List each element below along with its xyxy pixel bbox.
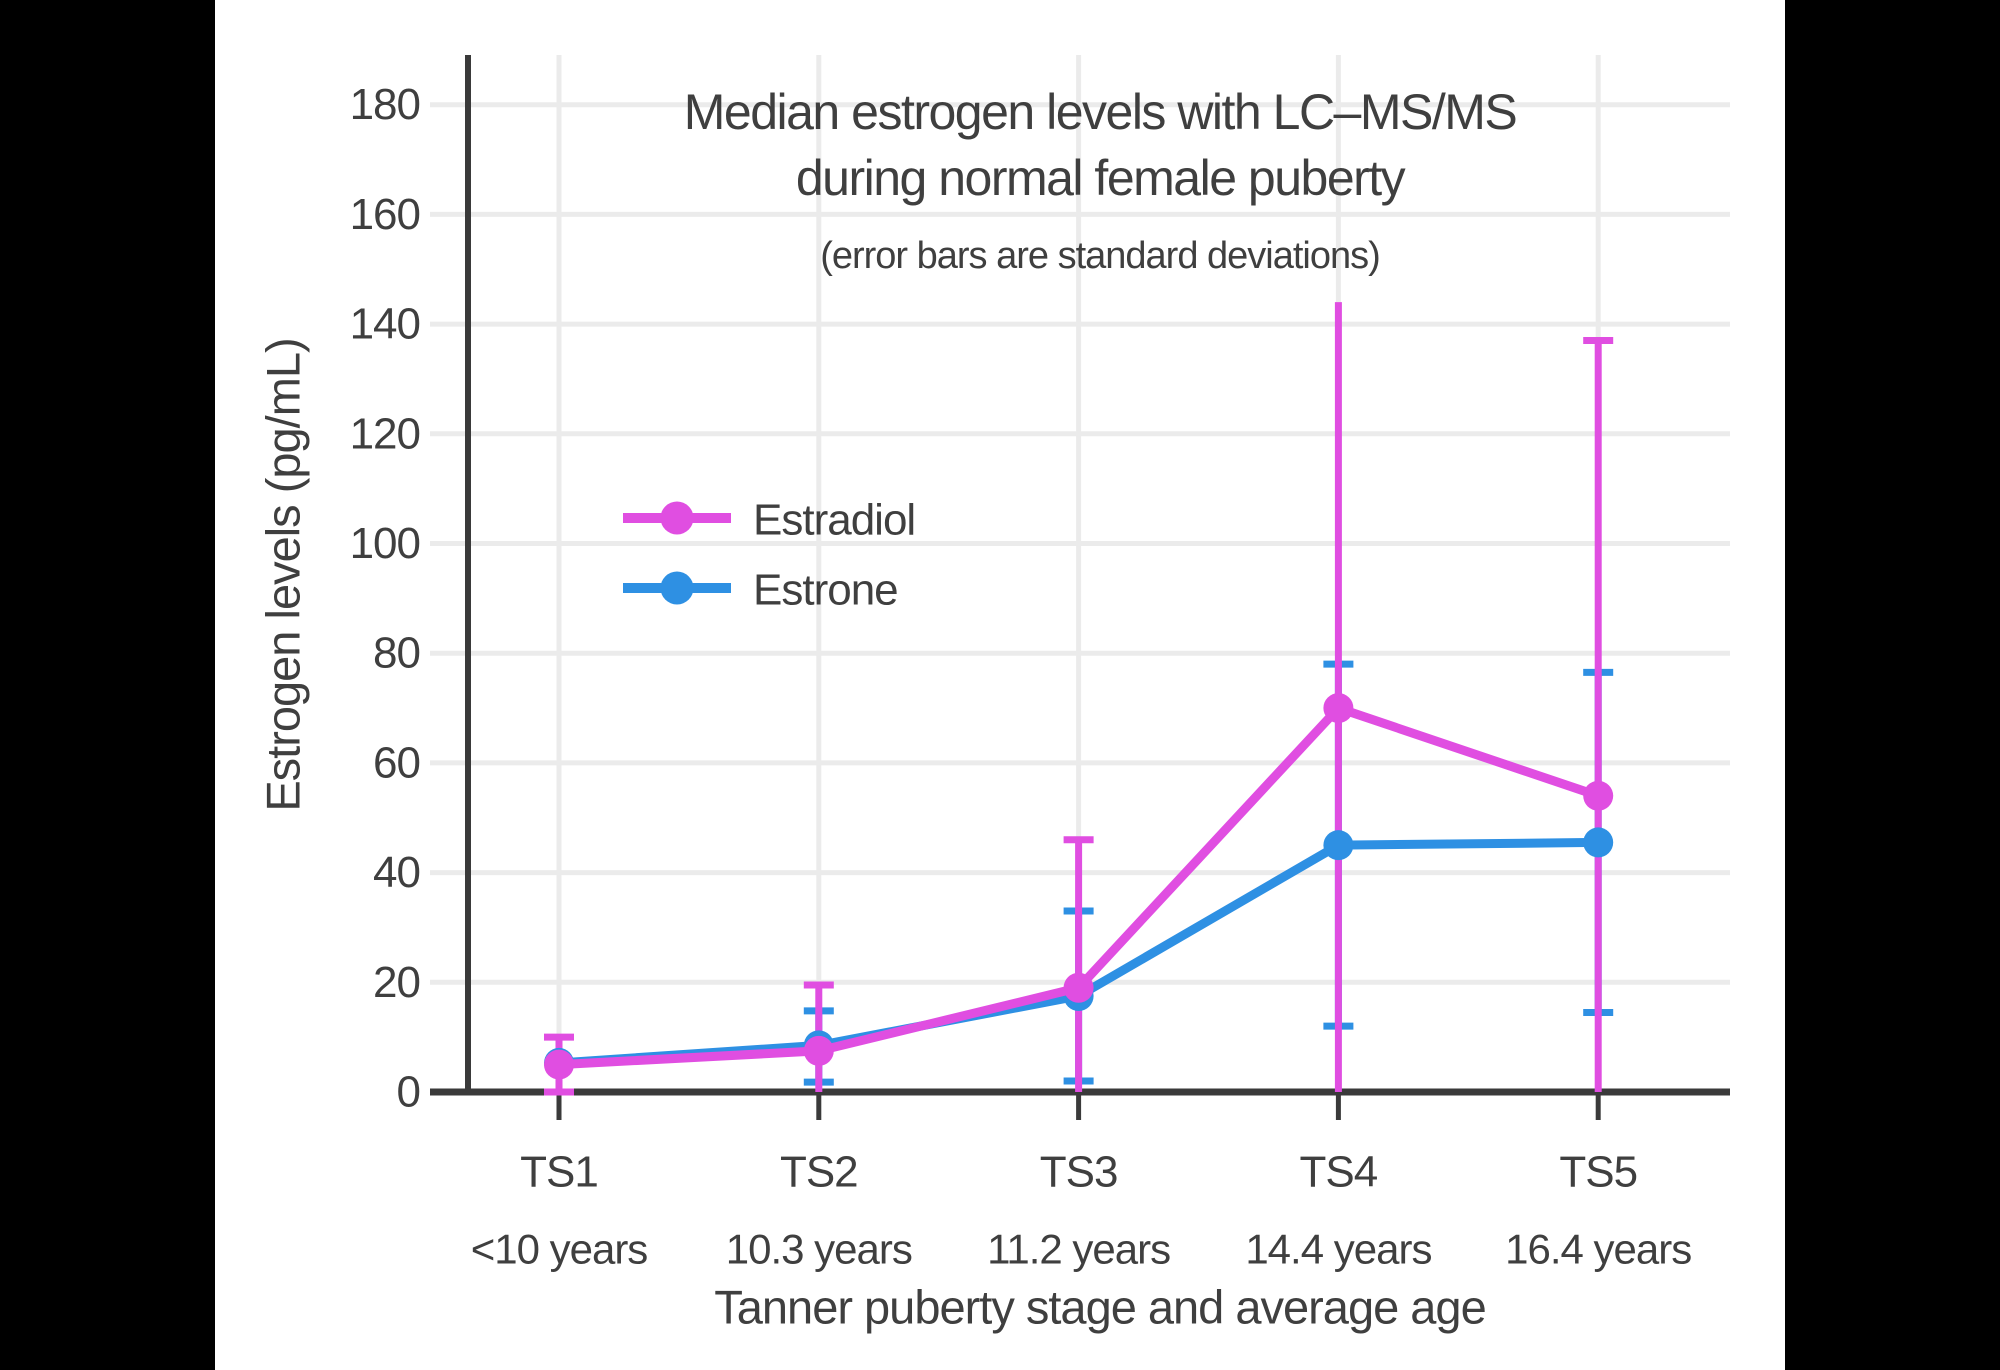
x-tick-label-TS3: TS3 xyxy=(1040,1148,1118,1197)
y-tick-label-180: 180 xyxy=(350,80,420,129)
data-point-estradiol-TS4 xyxy=(1323,693,1354,724)
data-point-estradiol-TS5 xyxy=(1583,780,1614,811)
data-point-estradiol-TS2 xyxy=(803,1035,834,1066)
y-tick-label-160: 160 xyxy=(350,190,420,239)
x-age-label-TS3: 11.2 years xyxy=(987,1226,1170,1273)
x-tick-label-TS1: TS1 xyxy=(520,1148,598,1197)
data-point-estrone-TS4 xyxy=(1323,830,1354,861)
legend-marker-estradiol xyxy=(660,501,694,535)
figure-panel xyxy=(215,0,1785,1370)
letterbox-right xyxy=(1785,0,2000,1370)
letterbox-left xyxy=(0,0,215,1370)
x-age-label-TS1: <10 years xyxy=(471,1226,648,1273)
y-axis-title: Estrogen levels (pg/mL) xyxy=(257,338,310,811)
x-age-label-TS5: 16.4 years xyxy=(1505,1226,1691,1273)
legend-label-estrone: Estrone xyxy=(753,566,898,615)
chart-title-line2: during normal female puberty xyxy=(796,150,1406,206)
x-axis-title: Tanner puberty stage and average age xyxy=(714,1281,1485,1334)
x-tick-label-TS4: TS4 xyxy=(1300,1148,1378,1197)
x-age-label-TS2: 10.3 years xyxy=(726,1226,912,1273)
axes-layer: 0 20 40 60 80 100 120 140 160 180 TS1 <10 years TS2 1… xyxy=(350,55,1730,1273)
data-point-estrone-TS5 xyxy=(1583,827,1614,858)
chart-subtitle: (error bars are standard deviations) xyxy=(820,235,1380,277)
series-layer xyxy=(544,693,1614,1080)
legend-layer: Estradiol Estrone xyxy=(623,496,916,615)
y-tick-label-20: 20 xyxy=(373,958,420,1007)
x-tick-label-TS2: TS2 xyxy=(780,1148,858,1197)
chart-title-line1: Median estrogen levels with LC–MS/MS xyxy=(684,84,1517,140)
legend-marker-estrone xyxy=(660,571,694,605)
y-tick-label-0: 0 xyxy=(397,1068,420,1117)
x-tick-label-TS5: TS5 xyxy=(1559,1148,1637,1197)
y-tick-label-120: 120 xyxy=(350,409,420,458)
y-tick-label-40: 40 xyxy=(373,848,420,897)
legend-item-estrone: Estrone xyxy=(623,566,899,615)
data-point-estradiol-TS3 xyxy=(1063,972,1094,1003)
y-tick-label-100: 100 xyxy=(350,519,420,568)
y-tick-label-80: 80 xyxy=(373,629,420,678)
x-age-label-TS4: 14.4 years xyxy=(1245,1226,1431,1273)
legend-label-estradiol: Estradiol xyxy=(753,496,915,545)
y-tick-label-140: 140 xyxy=(350,300,420,349)
data-point-estradiol-TS1 xyxy=(544,1049,574,1080)
legend-item-estradiol: Estradiol xyxy=(623,496,916,545)
y-tick-label-60: 60 xyxy=(373,738,420,787)
